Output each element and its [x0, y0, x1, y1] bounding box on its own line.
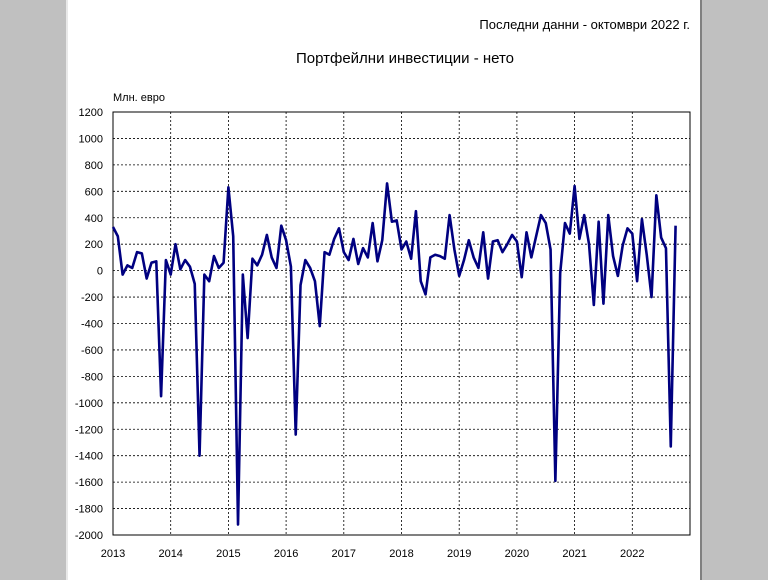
- x-tick-label: 2021: [562, 548, 586, 560]
- grid: [113, 111, 690, 536]
- series-line: [111, 182, 677, 526]
- y-tick-label: 1000: [79, 133, 103, 145]
- y-tick-label: -1200: [75, 424, 103, 436]
- y-tick-label: 400: [85, 213, 103, 225]
- y-tick-label: -1600: [75, 477, 103, 489]
- y-tick-label: 1200: [79, 107, 103, 119]
- x-tick-label: 2018: [389, 548, 413, 560]
- y-tick-labels: 1200 1000 800 600 400 200 0 -200 -400 -600 -800 -10…: [75, 107, 103, 542]
- x-tick-label: 2019: [447, 548, 471, 560]
- y-tick-label: -800: [81, 371, 103, 383]
- plot-frame: [112, 111, 691, 536]
- y-axis-label: Млн. евро: [113, 92, 165, 104]
- x-tick-labels: 2013 2014 2015 2016 2017 2018 2019 2020 2021 2022: [101, 548, 645, 560]
- y-tick-label: -400: [81, 319, 103, 331]
- y-tick-label: -2000: [75, 530, 103, 542]
- panel-right-edge: [700, 0, 702, 580]
- x-tick-label: 2013: [101, 548, 125, 560]
- y-tick-label: 800: [85, 160, 103, 172]
- y-tick-label: -200: [81, 292, 103, 304]
- y-tick-label: 600: [85, 186, 103, 198]
- chart-title: Портфейлни инвестиции - нето: [296, 50, 514, 67]
- y-tick-label: 200: [85, 239, 103, 251]
- y-tick-label: -1000: [75, 398, 103, 410]
- x-tick-label: 2022: [620, 548, 644, 560]
- y-tick-label: -1800: [75, 504, 103, 516]
- x-tick-label: 2014: [158, 548, 182, 560]
- y-tick-label: -1400: [75, 451, 103, 463]
- x-tick-label: 2017: [332, 548, 356, 560]
- x-tick-label: 2015: [216, 548, 240, 560]
- y-tick-label: -600: [81, 345, 103, 357]
- chart-panel: [66, 0, 702, 580]
- last-data-note: Последни данни - октомври 2022 г.: [479, 17, 690, 32]
- panel-left-edge: [66, 0, 68, 580]
- y-tick-label: 0: [97, 266, 103, 278]
- x-tick-label: 2016: [274, 548, 298, 560]
- x-tick-label: 2020: [505, 548, 529, 560]
